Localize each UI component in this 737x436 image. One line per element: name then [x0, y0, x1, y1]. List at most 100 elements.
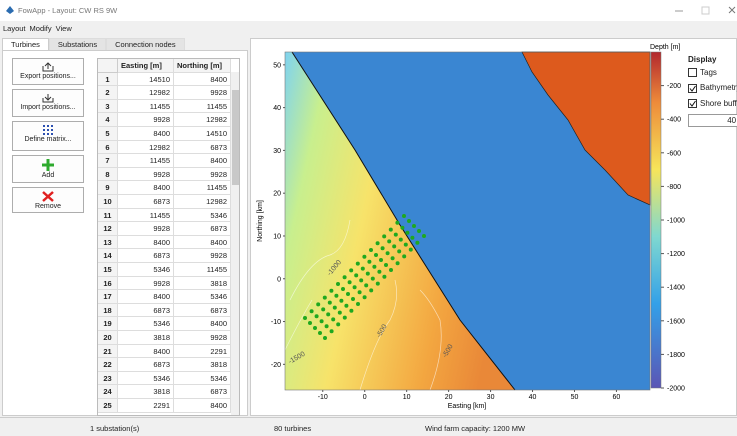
- turbine-marker: [395, 261, 400, 266]
- table-cell: 12982: [118, 140, 174, 155]
- table-cell: 5346: [174, 371, 231, 386]
- y-tick-label: 10: [273, 233, 281, 240]
- turbine-marker: [334, 293, 339, 298]
- option-label: Shore buffer: [700, 98, 737, 108]
- turbine-layout: [303, 214, 426, 340]
- turbine-marker: [342, 275, 347, 280]
- row-index: 14: [98, 249, 118, 263]
- table-cell: 8400: [118, 235, 174, 250]
- row-index: 1: [98, 72, 118, 87]
- y-axis-label: Northing [km]: [257, 200, 264, 242]
- row-index: 4: [98, 113, 118, 127]
- table-cell: 6873: [174, 140, 231, 155]
- turbine-marker: [349, 268, 354, 273]
- row-index: 12: [98, 222, 118, 236]
- turbine-marker: [354, 273, 359, 278]
- table-cell: 6873: [118, 195, 174, 209]
- row-index: 2: [98, 86, 118, 100]
- turbine-marker: [362, 295, 367, 300]
- turbine-marker: [397, 249, 402, 254]
- table-cell: 14510: [118, 72, 174, 87]
- colorbar-tick-label: -400: [667, 117, 681, 124]
- turbine-marker: [332, 305, 337, 310]
- table-cell: 9928: [174, 86, 231, 100]
- checkbox: [688, 68, 697, 78]
- x-tick-label: 40: [529, 394, 537, 401]
- table-cell: 9928: [118, 113, 174, 127]
- row-index: 16: [98, 276, 118, 291]
- turbine-marker: [322, 295, 327, 300]
- menu-item[interactable]: View: [55, 24, 72, 33]
- turbine-marker: [326, 312, 331, 317]
- table-cell: 9928: [174, 167, 231, 182]
- button-label: Add: [41, 172, 55, 179]
- turbine-marker: [387, 239, 392, 244]
- turbine-marker: [337, 310, 342, 315]
- display-option[interactable]: Bathymetry: [688, 83, 737, 93]
- turbine-marker: [384, 263, 388, 267]
- turbine-marker: [323, 336, 327, 340]
- turbine-marker: [329, 288, 334, 293]
- deep-water: [292, 52, 650, 390]
- turbine-marker: [369, 288, 374, 293]
- define-matrix-button[interactable]: Define matrix...: [12, 121, 84, 151]
- status-capacity: Wind farm capacity: 1200 MW: [425, 424, 526, 433]
- table-cell: 3818: [118, 385, 174, 399]
- row-index: 20: [98, 331, 118, 345]
- turbine-marker: [415, 240, 420, 245]
- remove-button[interactable]: Remove: [12, 187, 84, 213]
- colorbar-tick-label: -1800: [667, 352, 685, 359]
- turbine-marker: [359, 278, 364, 283]
- display-option[interactable]: Shore buffer: [688, 98, 737, 109]
- x-tick-label: -10: [318, 394, 328, 401]
- turbine-marker: [369, 248, 373, 252]
- table-cell: 3818: [118, 331, 174, 345]
- buffer-input[interactable]: 40 km: [688, 114, 737, 128]
- window-title: FowApp - Layout: CW RS 9W: [18, 6, 118, 15]
- table-cell: 11455: [118, 154, 174, 168]
- row-index: 25: [98, 399, 118, 413]
- window-controls[interactable]: [670, 4, 737, 18]
- turbine-marker: [318, 331, 322, 335]
- table-cell: 11455: [174, 181, 231, 195]
- import-button[interactable]: Import positions...: [12, 89, 84, 117]
- header-cell: Northing [m]: [174, 59, 231, 73]
- menu-item[interactable]: Layout: [3, 24, 26, 33]
- turbine-marker: [342, 315, 347, 320]
- table-cell: 8400: [118, 127, 174, 141]
- table-cell: 9928: [118, 222, 174, 236]
- add-button[interactable]: Add: [12, 155, 84, 183]
- button-label: Remove: [34, 203, 62, 210]
- colorbar-tick-label: -800: [667, 184, 681, 191]
- turbine-marker: [339, 298, 344, 303]
- turbine-marker: [336, 322, 341, 327]
- table-cell: 5346: [118, 371, 174, 386]
- turbine-marker: [402, 254, 407, 259]
- y-tick-label: -20: [271, 362, 281, 369]
- row-index: 23: [98, 371, 118, 386]
- export-button[interactable]: Export positions...: [12, 58, 84, 85]
- table-cell: 5346: [118, 263, 174, 277]
- turbine-marker: [362, 254, 367, 259]
- tab[interactable]: Turbines: [2, 38, 49, 52]
- turbine-marker: [336, 282, 340, 286]
- display-option[interactable]: Tags: [688, 68, 737, 78]
- turbine-marker: [351, 297, 355, 301]
- table-cell: 12982: [174, 195, 231, 209]
- turbine-marker: [395, 220, 400, 225]
- turbine-marker: [303, 316, 307, 320]
- scrollbar[interactable]: [231, 72, 239, 415]
- colorbar: [650, 51, 662, 389]
- turbine-marker: [331, 317, 336, 322]
- turbine-marker: [389, 268, 393, 272]
- turbine-marker: [400, 225, 405, 230]
- turbine-marker: [313, 326, 317, 330]
- table-cell: 9928: [174, 331, 231, 345]
- turbine-marker: [347, 280, 352, 285]
- menu-item[interactable]: Modify: [29, 24, 52, 33]
- turbine-marker: [382, 234, 387, 239]
- row-index: 8: [98, 167, 118, 182]
- colorbar-tick-label: -2000: [667, 386, 685, 393]
